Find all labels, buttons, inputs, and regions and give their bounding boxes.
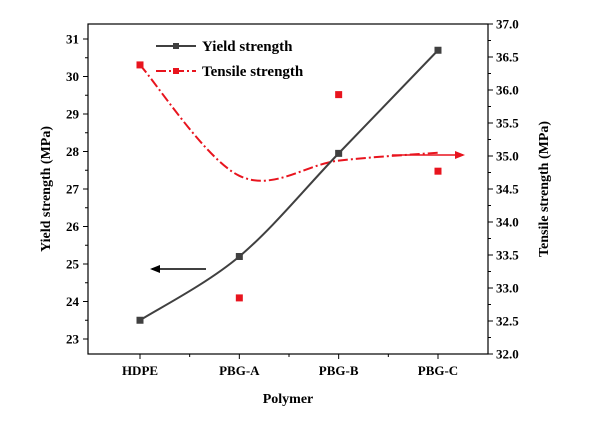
series-layer <box>136 46 442 324</box>
right-tick-label: 33.0 <box>496 281 519 296</box>
yield-point <box>136 316 144 324</box>
right-tick-label: 35.0 <box>496 149 519 164</box>
right-tick-label: 36.5 <box>496 50 519 65</box>
left-tick-label: 25 <box>66 257 80 272</box>
x-tick-label: HDPE <box>122 363 158 378</box>
right-tick-label: 32.0 <box>496 347 519 362</box>
yield-point <box>335 149 343 157</box>
tensile-point <box>335 91 343 99</box>
left-tick-label: 24 <box>66 294 80 309</box>
arrow-right-icon-head <box>455 151 465 159</box>
tensile-fit-curve <box>139 64 439 182</box>
right-tick-label: 33.5 <box>496 248 519 263</box>
yield-point <box>235 253 243 260</box>
right-axis: 32.0 32.5 33.0 33.5 34.0 34.5 35.0 35.5 36.0 36.5… <box>488 17 519 362</box>
left-tick-label: 30 <box>66 69 79 84</box>
legend: Yield strength Tensile strength <box>156 39 304 80</box>
x-tick-label: PBG-B <box>319 363 359 378</box>
tensile-point <box>136 61 144 69</box>
legend-tensile-marker <box>173 68 179 74</box>
legend-yield-label: Yield strength <box>202 39 293 55</box>
left-axis: 23 24 25 26 27 28 29 30 31 <box>66 32 88 347</box>
x-axis-title: Polymer <box>263 392 314 407</box>
yield-line <box>139 49 439 322</box>
x-axis: HDPE PBG-A PBG-B PBG-C <box>122 354 458 378</box>
x-tick-label: PBG-A <box>219 363 260 378</box>
right-tick-label: 37.0 <box>496 17 519 32</box>
left-tick-label: 27 <box>66 182 80 197</box>
right-tick-label: 34.0 <box>496 215 519 230</box>
x-tick-label: PBG-C <box>418 363 458 378</box>
right-tick-label: 34.5 <box>496 182 519 197</box>
tensile-point <box>235 294 243 302</box>
arrow-left-icon <box>150 265 206 273</box>
tensile-point <box>434 167 442 175</box>
left-tick-label: 23 <box>66 332 80 347</box>
right-tick-label: 32.5 <box>496 314 519 329</box>
left-tick-label: 29 <box>66 107 80 122</box>
left-tick-label: 31 <box>66 32 79 47</box>
yield-point <box>434 46 442 54</box>
legend-tensile-label: Tensile strength <box>202 64 304 80</box>
right-tick-label: 36.0 <box>496 83 519 98</box>
left-tick-label: 28 <box>66 144 80 159</box>
left-axis-title: Yield strength (MPa) <box>39 126 54 252</box>
arrow-right-icon <box>392 151 465 159</box>
right-axis-title: Tensile strength (MPa) <box>537 121 552 257</box>
annotation-arrows <box>150 151 465 273</box>
right-tick-label: 35.5 <box>496 116 519 131</box>
left-tick-label: 26 <box>66 219 80 234</box>
legend-yield-marker <box>173 43 179 49</box>
arrow-left-icon-head <box>150 265 160 273</box>
